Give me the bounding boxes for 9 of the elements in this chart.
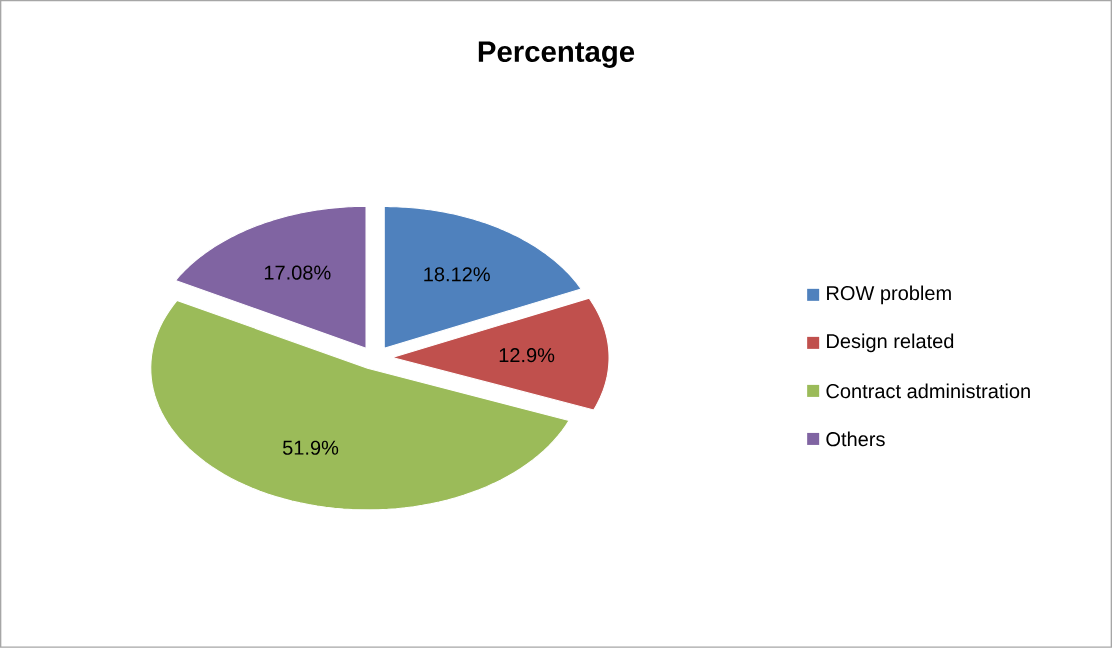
legend-label: Contract administration: [826, 383, 1030, 399]
legend-label: ROW problem: [827, 285, 951, 305]
data-label: 12.9%: [499, 348, 555, 363]
legend-label: Others: [826, 431, 885, 447]
chart-title: Percentage: [478, 41, 635, 69]
data-label: 17.08%: [264, 265, 331, 280]
legend-label: Design related: [827, 333, 954, 353]
data-label: 51.9%: [282, 440, 339, 455]
data-label: 18.12%: [424, 267, 490, 282]
